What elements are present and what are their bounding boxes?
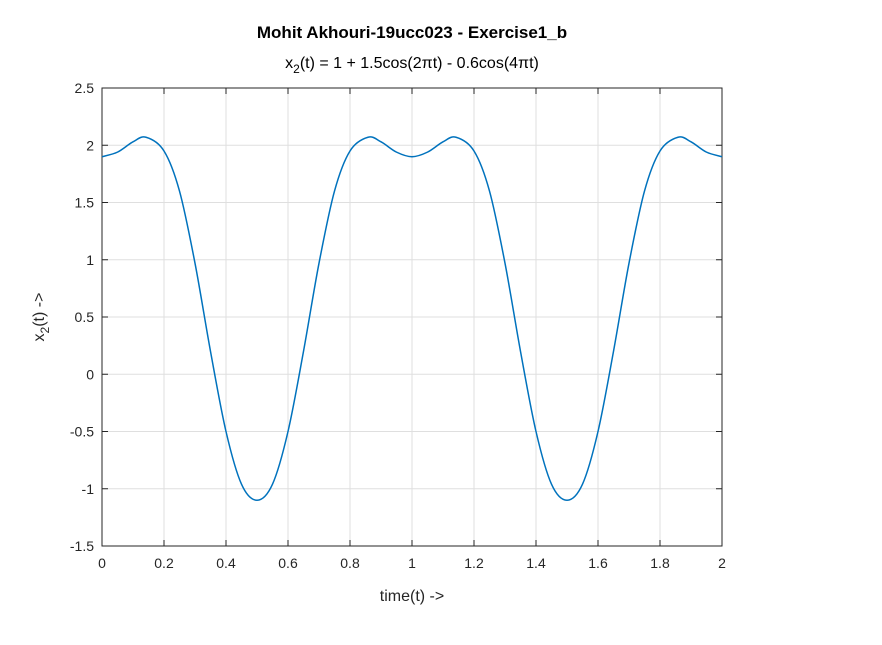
x-tick-label: 1.2 bbox=[464, 555, 484, 571]
tick-marks bbox=[101, 87, 723, 547]
x-tick-label: 1.4 bbox=[526, 555, 546, 571]
y-tick-label: 0 bbox=[86, 366, 94, 382]
x-tick-label: 0.2 bbox=[154, 555, 174, 571]
y-axis-label-subscript: 2 bbox=[38, 326, 52, 333]
y-tick-label: -1 bbox=[82, 481, 95, 497]
x-tick-label: 1.8 bbox=[650, 555, 670, 571]
y-axis-label: x2(t) -> bbox=[31, 293, 52, 342]
x-tick-label: 0.6 bbox=[278, 555, 298, 571]
y-tick-label: -0.5 bbox=[70, 424, 94, 440]
x-tick-label: 0 bbox=[98, 555, 106, 571]
x-tick-label: 1.6 bbox=[588, 555, 608, 571]
subtitle-text-rest: (t) = 1 + 1.5cos(2πt) - 0.6cos(4πt) bbox=[300, 55, 539, 72]
y-tick-label: 1.5 bbox=[75, 195, 95, 211]
x-axis-label: time(t) -> bbox=[380, 588, 444, 605]
chart-title: Mohit Akhouri-19ucc023 - Exercise1_b bbox=[257, 23, 567, 42]
chart-subtitle: x2(t) = 1 + 1.5cos(2πt) - 0.6cos(4πt) bbox=[285, 55, 539, 76]
y-tick-label: 2 bbox=[86, 137, 94, 153]
subtitle-text: x bbox=[285, 55, 293, 72]
subtitle-subscript: 2 bbox=[293, 62, 300, 76]
x-tick-label: 0.8 bbox=[340, 555, 360, 571]
y-axis-label-text-rest: (t) -> bbox=[31, 293, 48, 327]
series-line bbox=[101, 136, 723, 501]
x-tick-label: 1 bbox=[408, 555, 416, 571]
y-tick-label: -1.5 bbox=[70, 538, 94, 554]
tick-labels: 0 0.2 0.4 0.6 0.8 1 1.2 1.4 1.6 1.8 2 -1.5 -1 -0.5 0 0.… bbox=[70, 80, 726, 571]
y-tick-label: 1 bbox=[86, 252, 94, 268]
x-tick-label: 2 bbox=[718, 555, 726, 571]
y-axis-label-text: x bbox=[31, 333, 48, 341]
x-tick-label: 0.4 bbox=[216, 555, 236, 571]
y-tick-label: 0.5 bbox=[75, 309, 95, 325]
y-tick-label: 2.5 bbox=[75, 80, 95, 96]
